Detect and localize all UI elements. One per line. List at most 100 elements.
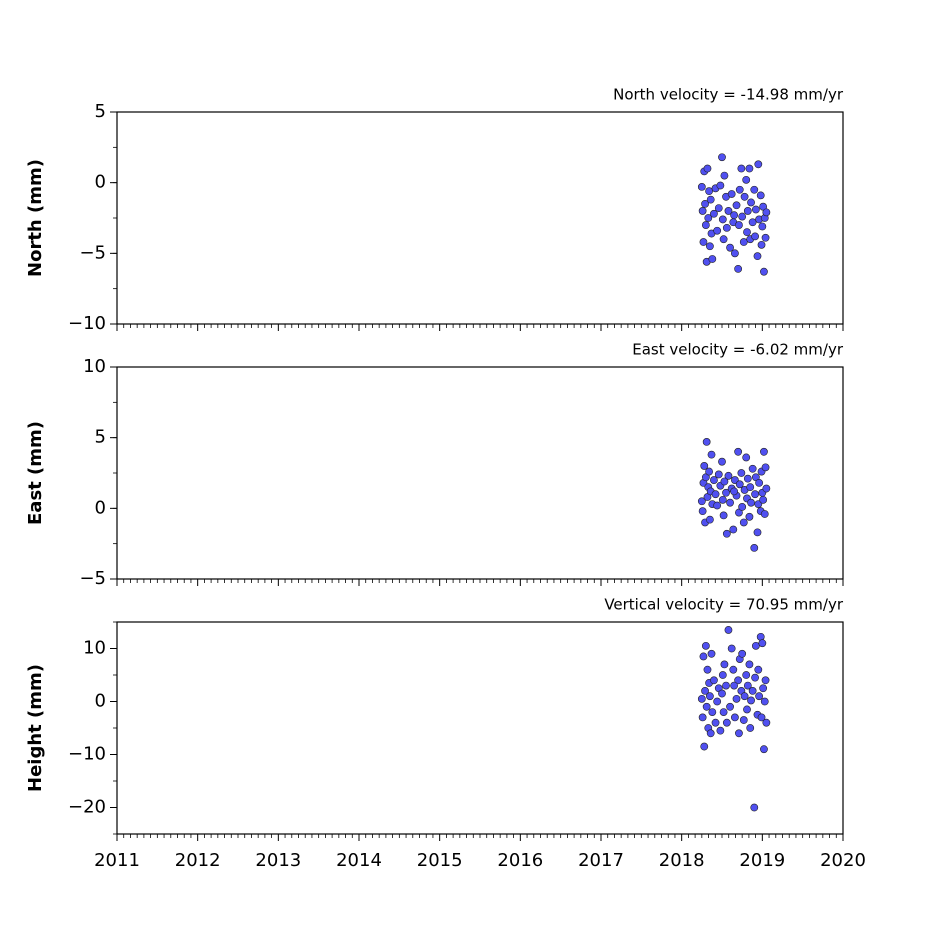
point [707,450,716,459]
point [705,187,713,196]
point [745,660,754,669]
point [719,708,728,716]
point [737,164,746,173]
point [757,240,766,249]
point [742,453,751,462]
point [722,488,730,497]
point [753,252,762,261]
point [757,713,766,722]
y-tick-label: −5 [79,568,106,589]
y-tick-label: −10 [68,313,106,334]
y-tick-label: 10 [83,638,106,659]
point [753,528,762,537]
point [754,160,763,169]
point [760,510,769,518]
point [747,498,755,507]
point [740,692,749,701]
point [750,803,759,812]
point [720,660,729,669]
y-tick-label: 5 [95,101,106,122]
point [746,483,755,492]
point [714,470,723,479]
point [760,745,768,754]
point [761,233,770,242]
point [758,222,767,231]
point [724,207,733,215]
x-tick-label: 2014 [336,850,382,871]
point [720,171,729,180]
point [743,474,752,483]
point [726,498,734,507]
point [739,518,748,527]
point [759,495,768,504]
point [703,164,712,173]
point [735,221,743,229]
point [724,471,733,480]
point [743,705,751,714]
point [761,463,770,472]
point [734,676,743,685]
point [740,192,749,201]
point [758,639,767,648]
point [702,438,711,446]
x-tick-label: 2020 [820,850,866,871]
point [718,215,727,224]
point [727,190,736,198]
point [711,718,720,727]
point [699,652,708,661]
point [699,238,708,246]
point [706,729,715,738]
axes-frame [116,366,844,580]
point [729,665,738,674]
point [746,724,755,732]
point [743,681,752,690]
axes-frame [116,111,844,325]
point [719,511,728,520]
point [704,214,713,222]
point [760,447,768,456]
point [700,462,709,470]
point [714,204,723,213]
y-tick-label: −20 [68,797,106,818]
point [720,477,729,486]
point [713,697,722,706]
point [751,673,759,682]
point [737,469,746,477]
point [706,195,715,204]
point [751,232,759,241]
point [710,476,718,484]
point [735,185,744,194]
point [745,164,754,173]
point [739,238,748,246]
point [698,713,707,722]
point [756,191,765,200]
point [751,205,760,214]
point [710,676,718,685]
point [703,665,712,674]
point [738,649,747,658]
point [730,681,738,690]
y-tick-label: 0 [95,497,106,518]
point [748,687,757,695]
point [750,185,759,194]
point [701,687,709,695]
point [708,708,717,716]
point [742,175,751,184]
point [702,702,711,711]
x-tick-label: 2016 [497,850,543,871]
point [762,484,771,493]
point [722,718,731,727]
point [748,464,757,473]
point [732,694,741,703]
point [718,671,727,679]
point [713,226,722,235]
point [754,665,763,674]
point [761,676,770,685]
point [707,649,716,658]
point [751,641,760,650]
point [710,209,718,218]
point [718,153,726,162]
y-tick-label: 5 [95,427,106,448]
point [755,692,764,701]
